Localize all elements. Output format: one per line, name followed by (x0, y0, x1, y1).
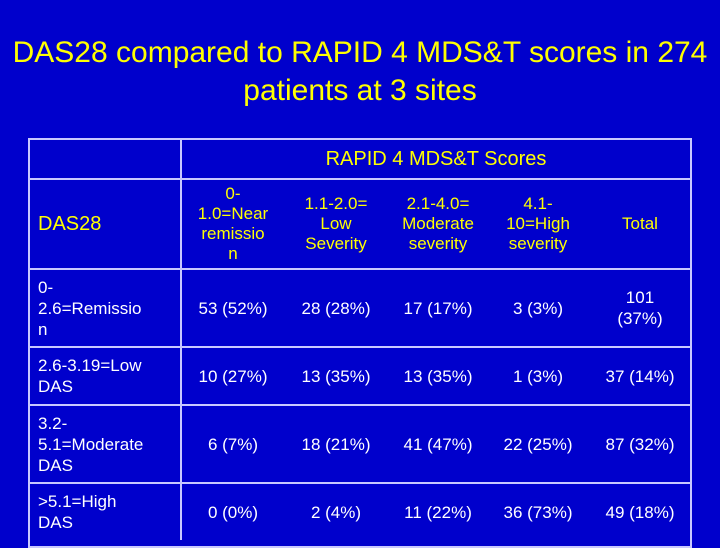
row-label: >5.1=High DAS (38, 492, 117, 532)
table-cell: 37 (14%) (605, 366, 675, 386)
table-rule (28, 482, 692, 484)
table-cell: 0 (0%) (207, 502, 259, 522)
table-cell: 2 (4%) (310, 502, 362, 522)
table-cell: 13 (35%) (403, 366, 473, 386)
column-header: 2.1-4.0= Moderate severity (402, 194, 474, 253)
table-rule (28, 404, 692, 406)
table-cell: 101 (37%) (617, 288, 663, 328)
table-divider (180, 138, 182, 540)
row-header: DAS28 (38, 212, 102, 235)
slide-title: DAS28 compared to RAPID 4 MDS&T scores i… (0, 34, 720, 110)
column-header: Total (622, 214, 658, 233)
row-label: 0- 2.6=Remissio n (38, 277, 142, 339)
column-header: 1.1-2.0= Low Severity (304, 194, 368, 253)
table-cell: 53 (52%) (198, 298, 268, 318)
table-cell: 49 (18%) (605, 502, 675, 522)
table-cell: 41 (47%) (403, 434, 473, 454)
table-cell: 87 (32%) (605, 434, 675, 454)
slide-title-text: DAS28 compared to RAPID 4 MDS&T scores i… (12, 36, 708, 107)
table-cell: 36 (73%) (503, 502, 573, 522)
table-rule (28, 268, 692, 270)
table-rule (28, 178, 692, 180)
table-cell: 10 (27%) (198, 366, 268, 386)
table-cell: 1 (3%) (512, 366, 564, 386)
table-cell: 6 (7%) (207, 434, 259, 454)
group-header: RAPID 4 MDS&T Scores (325, 147, 547, 170)
table-cell: 3 (3%) (512, 298, 564, 318)
table-cell: 13 (35%) (301, 366, 371, 386)
table-cell: 11 (22%) (404, 502, 472, 522)
row-label: 2.6-3.19=Low DAS (38, 356, 142, 396)
table-rule (28, 346, 692, 348)
table-cell: 18 (21%) (301, 434, 371, 454)
table-cell: 17 (17%) (403, 298, 473, 318)
table-cell: 22 (25%) (503, 434, 573, 454)
row-label: 3.2- 5.1=Moderate DAS (38, 413, 144, 475)
column-header: 4.1- 10=High severity (506, 194, 570, 253)
column-header: 0- 1.0=Near remissio n (197, 184, 269, 263)
table-cell: 28 (28%) (301, 298, 371, 318)
